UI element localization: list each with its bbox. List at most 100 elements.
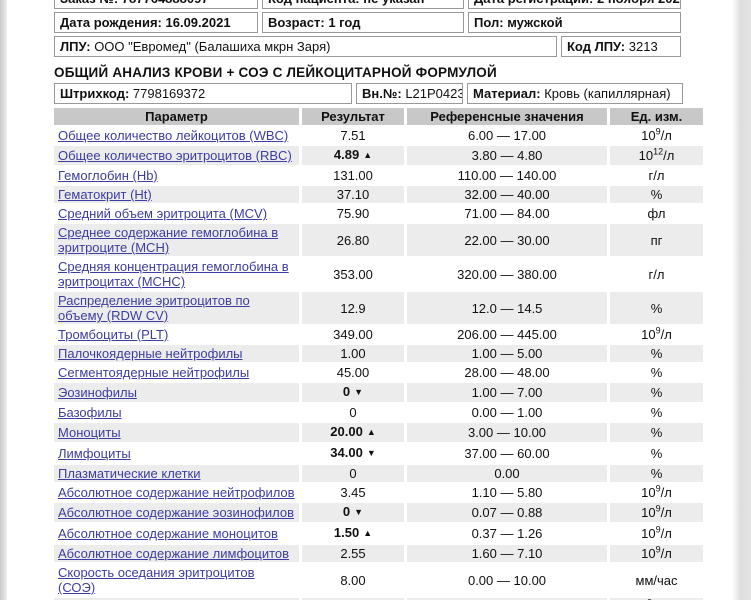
unit-cell: % <box>610 383 703 402</box>
order-number-value: 787764888097 <box>122 0 209 6</box>
sample-info-row: Штрихкод: 7798169372 Вн.№: L21P0423 Мате… <box>54 83 709 104</box>
table-row: Абсолютное содержание эозинофилов 0 ▼ 0.07 … <box>54 503 703 522</box>
parameter-link[interactable]: Общее количество лейкоцитов (WBC) <box>58 128 289 143</box>
result-value: 7.51 <box>340 128 366 143</box>
table-row: Средний объем эритроцита (MCV) 75.90 71.00… <box>54 205 703 222</box>
result-cell: 34.00 ▼ <box>302 444 404 463</box>
parameter-link[interactable]: Среднее содержание гемоглобина в эритроц… <box>58 225 279 255</box>
result-value: 0 <box>342 504 351 519</box>
material-value: Кровь (капиллярная) <box>544 86 671 101</box>
parameter-cell: Палочкоядерные нейтрофилы <box>54 345 299 362</box>
internal-number-value: L21P0423 <box>405 86 463 101</box>
unit-cell: 109/л <box>610 524 703 543</box>
parameter-link[interactable]: Средняя концентрация гемоглобина в эритр… <box>58 259 289 289</box>
unit-cell: мм/час <box>610 564 703 596</box>
parameter-link[interactable]: Лимфоциты <box>58 446 131 461</box>
parameter-cell: Плазматические клетки <box>54 465 299 482</box>
result-cell: 0 <box>302 465 404 482</box>
table-row: Эозинофилы 0 ▼ 1.00 — 7.00% <box>54 383 703 402</box>
table-row: Общее количество лейкоцитов (WBC) 7.51 6.0… <box>54 127 703 144</box>
report-content: Заказ №: 787764888097 Код пациента: не у… <box>54 0 709 600</box>
parameter-link[interactable]: Средний объем эритроцита (MCV) <box>58 206 268 221</box>
unit-cell: 109/л <box>610 326 703 343</box>
parameter-link[interactable]: Базофилы <box>58 405 122 420</box>
parameter-link[interactable]: Гемоглобин (Hb) <box>58 168 158 183</box>
parameter-link[interactable]: Распределение эритроцитов по объему (RDW… <box>58 293 250 323</box>
lpu-code-label: Код ЛПУ: <box>567 39 626 54</box>
reference-range-cell: 6.00 — 17.00 <box>407 127 607 144</box>
parameter-link[interactable]: Скорость оседания эритроцитов (СОЭ) <box>58 565 255 595</box>
result-cell: 75.90 <box>302 205 404 222</box>
result-value: 349.00 <box>333 327 373 342</box>
result-value: 0 <box>349 466 357 481</box>
table-row: Базофилы 0 0.00 — 1.00% <box>54 404 703 421</box>
results-table: Параметр Результат Референсные значения … <box>51 106 706 600</box>
reference-range-cell: 206.00 — 445.00 <box>407 326 607 343</box>
order-info-row: Заказ №: 787764888097 Код пациента: не у… <box>54 0 709 9</box>
parameter-link[interactable]: Абсолютное содержание лимфоцитов <box>58 546 290 561</box>
result-value: 353.00 <box>333 266 373 282</box>
low-indicator-icon: ▼ <box>354 507 364 517</box>
parameter-cell: Базофилы <box>54 404 299 421</box>
age-label: Возраст: <box>268 15 325 30</box>
parameter-link[interactable]: Плазматические клетки <box>58 466 201 481</box>
column-header-reference: Референсные значения <box>407 108 607 125</box>
unit-cell: % <box>610 404 703 421</box>
result-value: 3.45 <box>340 485 366 500</box>
reference-range-cell: 32.00 — 40.00 <box>407 186 607 203</box>
result-value: 8.00 <box>340 572 366 588</box>
parameter-link[interactable]: Тромбоциты (PLT) <box>58 327 169 342</box>
unit-cell: % <box>610 465 703 482</box>
result-cell: 0 <box>302 404 404 421</box>
age-value: 1 год <box>328 15 361 30</box>
unit-cell: 109/л <box>610 127 703 144</box>
reference-range-cell: 320.00 — 380.00 <box>407 258 607 290</box>
parameter-link[interactable]: Абсолютное содержание нейтрофилов <box>58 485 295 500</box>
reference-range-cell: 71.00 — 84.00 <box>407 205 607 222</box>
parameter-link[interactable]: Сегментоядерные нейтрофилы <box>58 365 250 380</box>
reference-range-cell: 3.80 — 4.80 <box>407 146 607 165</box>
result-value: 26.80 <box>336 232 370 248</box>
result-cell: 353.00 <box>302 258 404 290</box>
parameter-link[interactable]: Моноциты <box>58 425 121 440</box>
parameter-cell: Общее количество лейкоцитов (WBC) <box>54 127 299 144</box>
result-cell: 7.51 <box>302 127 404 144</box>
report-title: ОБЩИЙ АНАЛИЗ КРОВИ + СОЭ С ЛЕЙКОЦИТАРНОЙ… <box>54 65 497 80</box>
parameter-link[interactable]: Палочкоядерные нейтрофилы <box>58 346 243 361</box>
result-value: 2.55 <box>340 546 366 561</box>
lpu-code-value: 3213 <box>628 39 658 54</box>
lpu-field: ЛПУ: ООО "Евромед" (Балашиха мкрн Заря) <box>54 36 557 57</box>
sex-label: Пол: <box>474 15 504 30</box>
table-row: Абсолютное содержание нейтрофилов 3.45 1.1… <box>54 484 703 501</box>
parameter-cell: Средняя концентрация гемоглобина в эритр… <box>54 258 299 290</box>
results-table-body: Общее количество лейкоцитов (WBC) 7.51 6.0… <box>54 127 703 600</box>
parameter-link[interactable]: Гематокрит (Ht) <box>58 187 152 202</box>
parameter-link[interactable]: Абсолютное содержание моноцитов <box>58 526 278 541</box>
parameter-link[interactable]: Общее количество эритроцитов (RBC) <box>58 148 292 163</box>
parameter-link[interactable]: Абсолютное содержание эозинофилов <box>58 505 294 520</box>
birth-date-value: 16.09.2021 <box>165 15 231 30</box>
order-number-label: Заказ №: <box>60 0 118 6</box>
birth-date-field: Дата рождения: 16.09.2021 <box>54 12 258 33</box>
patient-code-field: Код пациента: не указан <box>262 0 464 9</box>
table-row: Гемоглобин (Hb) 131.00 110.00 — 140.00 г/л <box>54 167 703 184</box>
material-label: Материал: <box>473 86 541 101</box>
page-right-edge <box>732 0 751 600</box>
result-cell: 20.00 ▲ <box>302 423 404 442</box>
result-cell: 1.00 <box>302 345 404 362</box>
parameter-cell: Сегментоядерные нейтрофилы <box>54 364 299 381</box>
parameter-link[interactable]: Эозинофилы <box>58 385 137 400</box>
table-row: Лимфоциты 34.00 ▼ 37.00 — 60.00% <box>54 444 703 463</box>
result-value: 12.9 <box>340 300 366 316</box>
result-value: 1.50 <box>333 525 360 540</box>
reference-range-cell: 0.37 — 1.26 <box>407 524 607 543</box>
lpu-value: ООО "Евромед" (Балашиха мкрн Заря) <box>94 39 331 54</box>
high-indicator-icon: ▲ <box>366 427 376 437</box>
internal-number-label: Вн.№: <box>362 86 402 101</box>
result-value: 1.00 <box>340 346 366 361</box>
patient-code-value: не указан <box>363 0 424 6</box>
order-number-field: Заказ №: 787764888097 <box>54 0 258 9</box>
column-header-result: Результат <box>302 108 404 125</box>
result-cell: 8.00 <box>302 564 404 596</box>
